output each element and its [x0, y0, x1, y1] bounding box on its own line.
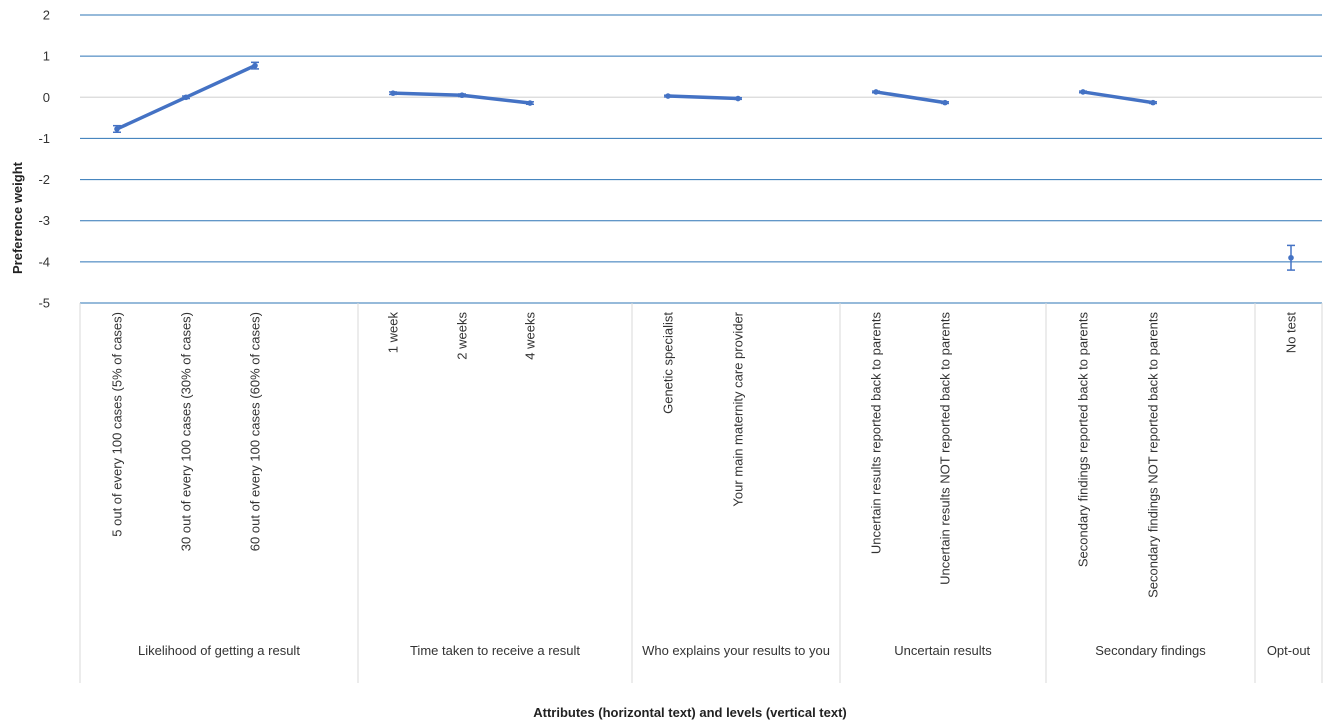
x-group-label: Likelihood of getting a result: [138, 643, 300, 658]
x-category-label: 60 out of every 100 cases (60% of cases): [248, 312, 263, 551]
x-axis: 5 out of every 100 cases (5% of cases) 30…: [79, 303, 1323, 683]
series-lines: [113, 61, 1295, 271]
x-category-label: 30 out of every 100 cases (30% of cases): [179, 312, 194, 551]
y-tick-label: -2: [38, 172, 50, 187]
series-line: [874, 90, 947, 105]
y-tick-label: -4: [38, 254, 50, 269]
x-category-label: Your main maternity care provider: [731, 311, 746, 506]
y-axis-ticks: 2 1 0 -1 -2 -3 -4 -5: [38, 8, 50, 311]
data-point: [252, 62, 258, 69]
y-tick-label: -3: [38, 213, 50, 228]
data-point: [527, 100, 533, 106]
x-category-label: Secondary findings NOT reported back to …: [1146, 312, 1161, 598]
x-category-label: Uncertain results NOT reported back to p…: [938, 312, 953, 585]
x-axis-title: Attributes (horizontal text) and levels …: [533, 705, 847, 720]
x-category-label: 1 week: [386, 312, 401, 354]
series-line: [1081, 90, 1155, 105]
x-category-label: Secondary findings reported back to pare…: [1076, 312, 1091, 568]
y-tick-label: 1: [43, 49, 50, 64]
data-point: [665, 93, 671, 99]
data-point: [459, 92, 465, 99]
y-tick-label: -1: [38, 131, 50, 146]
data-point: [390, 90, 396, 96]
x-category-label: 2 weeks: [455, 312, 470, 360]
x-category-label: Uncertain results reported back to paren…: [869, 312, 884, 555]
data-point: [873, 89, 879, 95]
data-point: [735, 95, 741, 102]
data-point: [942, 99, 948, 106]
x-category-label: No test: [1284, 312, 1299, 354]
y-tick-label: 0: [43, 90, 50, 105]
data-point: [1288, 254, 1294, 261]
x-category-label: 4 weeks: [523, 312, 538, 360]
data-point: [183, 94, 189, 101]
x-group-label: Who explains your results to you: [642, 643, 830, 658]
x-group-label: Opt-out: [1267, 643, 1311, 658]
y-axis-title: Preference weight: [10, 161, 25, 274]
y-tick-label: 2: [43, 8, 50, 23]
x-category-label: 5 out of every 100 cases (5% of cases): [110, 312, 125, 537]
data-point: [1150, 99, 1156, 106]
data-point: [114, 126, 120, 132]
y-tick-label: -5: [38, 296, 50, 311]
x-category-label: Genetic specialist: [661, 312, 676, 414]
x-group-label: Time taken to receive a result: [410, 643, 580, 658]
x-group-label: Uncertain results: [894, 643, 992, 658]
series-line: [666, 94, 740, 101]
x-group-label: Secondary findings: [1095, 643, 1206, 658]
data-point: [1080, 89, 1086, 95]
gridlines: [80, 14, 1322, 304]
